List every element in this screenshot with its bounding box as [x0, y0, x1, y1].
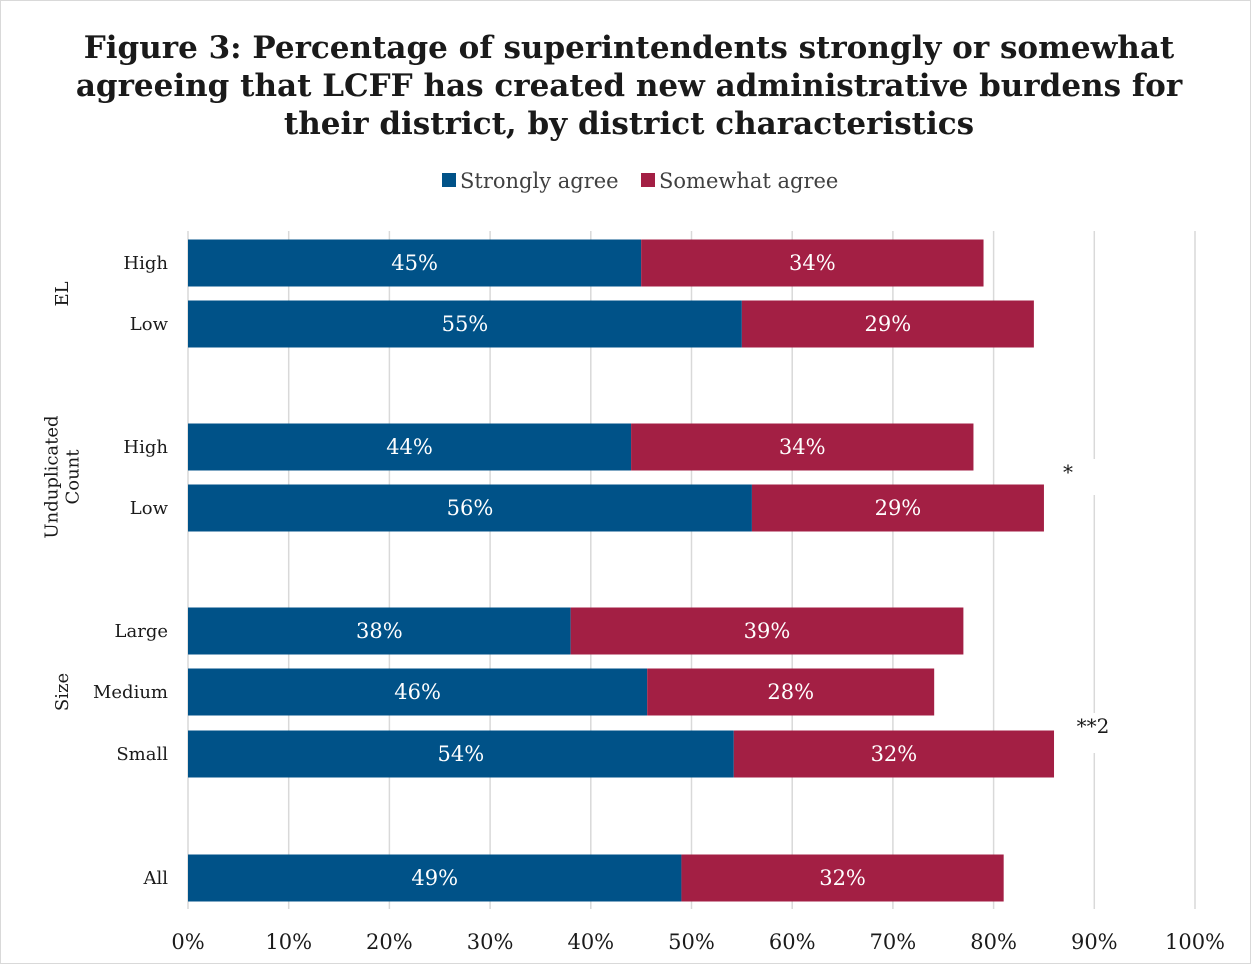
bar-somewhat-size-large: [570, 607, 964, 655]
category-label-el-low: Low: [130, 314, 169, 335]
group-label-el: EL: [52, 281, 73, 306]
x-tick-label-50: 50%: [668, 930, 715, 954]
x-tick-label-40: 40%: [567, 930, 614, 954]
data-label-somewhat-unduplicated-count-high: 34%: [779, 435, 826, 459]
bar-somewhat-all-all: [681, 854, 1004, 902]
legend-label-somewhat-agree: Somewhat agree: [659, 169, 838, 193]
data-label-strongly-size-large: 38%: [356, 619, 403, 643]
bar-strongly-el-high: [188, 239, 642, 287]
chart-title-line-2: agreeing that LCFF has created new admin…: [76, 68, 1183, 104]
category-label-all-all: All: [142, 868, 168, 889]
data-label-somewhat-size-medium: 28%: [767, 680, 814, 704]
category-label-size-large: Large: [115, 621, 168, 642]
chart-title: Figure 3: Percentage of superintendents …: [76, 30, 1183, 142]
bars: [188, 239, 1055, 902]
bar-somewhat-size-medium: [647, 668, 935, 716]
bar-somewhat-el-high: [641, 239, 984, 287]
bar-strongly-all-all: [188, 854, 682, 902]
x-tick-label-60: 60%: [769, 930, 816, 954]
data-label-strongly-size-medium: 46%: [394, 680, 441, 704]
data-label-strongly-all-all: 49%: [411, 866, 458, 890]
x-tick-label-10: 10%: [265, 930, 312, 954]
bar-somewhat-size-small: [733, 730, 1055, 778]
data-label-strongly-el-low: 55%: [442, 312, 489, 336]
x-tick-label-20: 20%: [366, 930, 413, 954]
bar-strongly-size-small: [188, 730, 734, 778]
bar-strongly-size-large: [188, 607, 571, 655]
data-label-somewhat-el-high: 34%: [789, 251, 836, 275]
x-tick-label-0: 0%: [171, 930, 204, 954]
x-tick-label-80: 80%: [970, 930, 1017, 954]
chart-title-line-1: Figure 3: Percentage of superintendents …: [84, 30, 1175, 66]
group-label-unduplicated-count-line-1: Unduplicated: [42, 415, 63, 538]
category-label-el-high: High: [123, 253, 168, 274]
x-tick-label-30: 30%: [467, 930, 514, 954]
x-tick-label-70: 70%: [870, 930, 917, 954]
data-label-somewhat-unduplicated-count-low: 29%: [875, 496, 922, 520]
category-label-unduplicated-count-high: High: [123, 437, 168, 458]
chart-title-line-3: their district, by district characterist…: [284, 106, 974, 142]
data-label-strongly-unduplicated-count-high: 44%: [386, 435, 433, 459]
data-label-somewhat-el-low: 29%: [865, 312, 912, 336]
bar-strongly-unduplicated-count-high: [188, 423, 632, 471]
bar-strongly-el-low: [188, 300, 742, 348]
x-tick-label-100: 100%: [1165, 930, 1225, 954]
legend-swatch-somewhat-agree: [641, 173, 655, 187]
category-label-size-medium: Medium: [93, 682, 168, 703]
data-label-somewhat-size-large: 39%: [744, 619, 791, 643]
legend-swatch-strongly-agree: [442, 173, 456, 187]
chart-legend: Strongly agree Somewhat agree: [442, 169, 838, 193]
data-label-somewhat-all-all: 32%: [819, 866, 866, 890]
bar-strongly-size-medium: [188, 668, 648, 716]
significance-annotation-size: **2: [1077, 714, 1110, 738]
data-label-somewhat-size-small: 32%: [871, 742, 918, 766]
significance-annotation-unduplicated-count: *: [1063, 460, 1073, 484]
x-tick-label-90: 90%: [1071, 930, 1118, 954]
legend-label-strongly-agree: Strongly agree: [460, 169, 619, 193]
group-label-size: Size: [52, 673, 73, 711]
data-label-strongly-el-high: 45%: [391, 251, 438, 275]
category-label-unduplicated-count-low: Low: [130, 498, 169, 519]
labels: 0% 10% 20% 30% 40% 50% 60% 70% 80% 90% 100% 45% 34% H…: [42, 251, 1226, 954]
group-label-unduplicated-count-line-2: Count: [63, 449, 84, 505]
bar-somewhat-unduplicated-count-low: [751, 484, 1044, 532]
bar-strongly-unduplicated-count-low: [188, 484, 752, 532]
bar-somewhat-el-low: [741, 300, 1034, 348]
data-label-strongly-size-small: 54%: [438, 742, 485, 766]
bar-somewhat-unduplicated-count-high: [631, 423, 974, 471]
category-label-size-small: Small: [116, 744, 168, 765]
data-label-strongly-unduplicated-count-low: 56%: [447, 496, 494, 520]
